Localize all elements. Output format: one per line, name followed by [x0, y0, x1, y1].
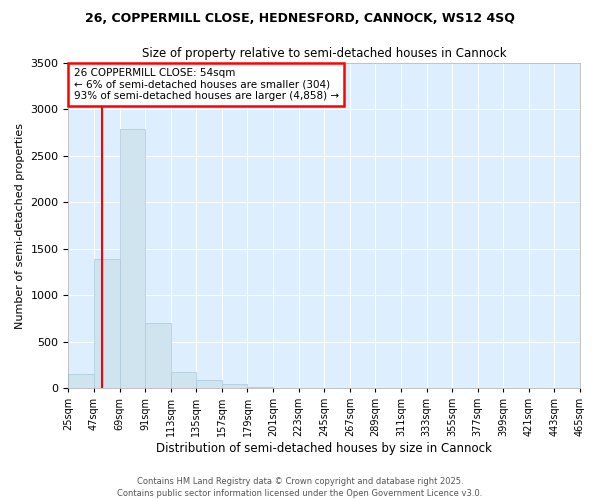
Bar	[94, 259, 119, 388]
Bar	[68, 374, 94, 388]
Bar	[247, 387, 273, 388]
Text: 26, COPPERMILL CLOSE, HEDNESFORD, CANNOCK, WS12 4SQ: 26, COPPERMILL CLOSE, HEDNESFORD, CANNOC…	[85, 12, 515, 26]
Bar	[119, 129, 145, 388]
Bar	[171, 372, 196, 388]
Title: Size of property relative to semi-detached houses in Cannock: Size of property relative to semi-detach…	[142, 48, 506, 60]
Text: 26 COPPERMILL CLOSE: 54sqm
← 6% of semi-detached houses are smaller (304)
93% of: 26 COPPERMILL CLOSE: 54sqm ← 6% of semi-…	[74, 68, 338, 101]
Bar	[222, 384, 247, 388]
Bar	[145, 323, 171, 388]
X-axis label: Distribution of semi-detached houses by size in Cannock: Distribution of semi-detached houses by …	[156, 442, 492, 455]
Y-axis label: Number of semi-detached properties: Number of semi-detached properties	[15, 122, 25, 328]
Text: Contains HM Land Registry data © Crown copyright and database right 2025.
Contai: Contains HM Land Registry data © Crown c…	[118, 476, 482, 498]
Bar	[196, 380, 222, 388]
